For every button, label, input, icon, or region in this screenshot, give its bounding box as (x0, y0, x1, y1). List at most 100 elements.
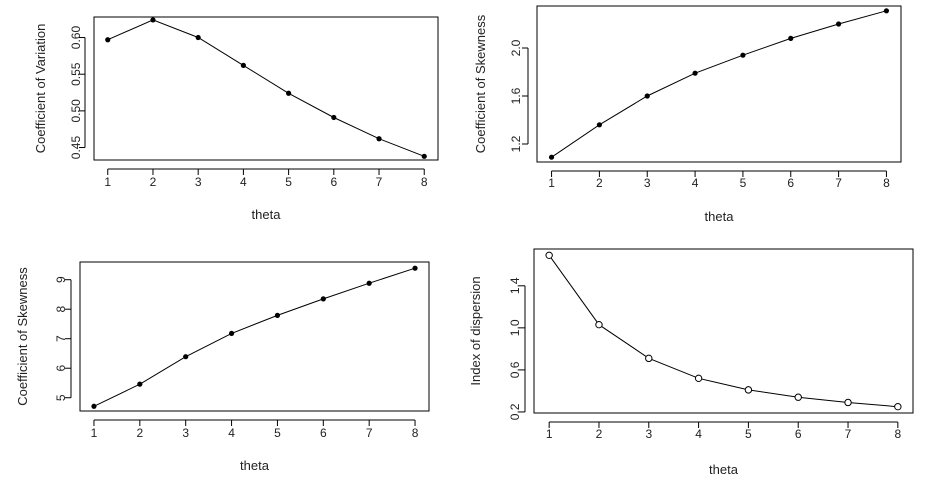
x-tick-label: 8 (883, 176, 890, 190)
y-tick-label: 5 (54, 394, 68, 401)
chart-panel-coefficient-of-skewness-top: 1 2 3 4 5 6 7 8 1.2 1.6 2.0 theta Coefficient of Ske… (473, 5, 902, 224)
y-tick-label: 9 (54, 276, 68, 283)
x-tick-label: 1 (91, 426, 98, 440)
x-tick-label: 8 (412, 426, 419, 440)
x-tick-label: 8 (421, 175, 428, 189)
y-tick-label: 0.6 (508, 361, 522, 378)
x-tick-label: 4 (695, 427, 702, 441)
data-point (331, 114, 337, 121)
x-tick-label: 7 (845, 427, 852, 441)
x-tick-label: 5 (274, 426, 281, 440)
data-point (274, 312, 281, 319)
x-tick-label: 3 (182, 426, 189, 440)
data-point (195, 34, 201, 41)
series-line (93, 267, 416, 407)
data-point (105, 37, 111, 43)
x-tick-label: 4 (240, 175, 247, 189)
y-tick-label: 1.6 (509, 87, 523, 104)
data-point (692, 70, 698, 76)
x-tick-label: 3 (644, 176, 651, 190)
chart-panel-index-of-dispersion: 1 2 3 4 5 6 7 8 0.2 0.6 1.0 1.4 theta Index of disper… (468, 248, 914, 477)
x-tick-label: 6 (795, 427, 802, 441)
x-tick-label: 3 (645, 427, 652, 441)
data-point (645, 354, 653, 363)
x-tick-label: 6 (787, 176, 794, 190)
data-point (183, 354, 189, 360)
series-line (107, 19, 425, 157)
data-point (286, 90, 292, 96)
y-tick-label: 1.0 (508, 319, 522, 336)
x-axis-title: theta (240, 458, 270, 473)
series-line (551, 10, 887, 158)
x-tick-label: 7 (376, 175, 383, 189)
data-point (376, 136, 382, 142)
data-point (228, 330, 235, 337)
x-axis-title: theta (252, 207, 282, 222)
data-point (844, 398, 852, 407)
data-point (421, 153, 427, 159)
x-tick-label: 7 (366, 426, 373, 440)
x-tick-label: 8 (894, 427, 901, 441)
data-point (548, 154, 555, 160)
y-tick-label: 8 (54, 306, 68, 313)
data-point (137, 381, 143, 387)
x-axis-title: theta (709, 462, 739, 477)
y-tick-label: 0.45 (69, 136, 83, 160)
data-point (694, 374, 703, 383)
y-axis-title: Index of dispersion (468, 276, 483, 385)
y-tick-label: 0.2 (508, 403, 522, 420)
plot-frame (79, 261, 430, 412)
data-point (320, 296, 326, 302)
plot-frame (93, 16, 439, 161)
data-point (150, 17, 156, 23)
data-point (596, 122, 603, 128)
series-line (548, 255, 898, 408)
plot-frame (533, 248, 914, 414)
x-tick-label: 2 (596, 176, 603, 190)
x-tick-label: 2 (150, 175, 157, 189)
x-tick-label: 7 (835, 176, 842, 190)
x-tick-label: 5 (285, 175, 292, 189)
x-tick-label: 1 (104, 175, 111, 189)
x-tick-label: 5 (745, 427, 752, 441)
y-tick-label: 1.2 (509, 135, 523, 152)
data-point (836, 21, 842, 27)
data-point (744, 386, 753, 394)
x-tick-label: 2 (136, 426, 143, 440)
data-point (412, 265, 418, 271)
data-point (545, 251, 553, 260)
y-tick-label: 0.50 (69, 99, 83, 123)
x-tick-label: 1 (548, 176, 555, 190)
data-point (595, 320, 603, 329)
y-tick-label: 6 (54, 365, 68, 372)
plot-frame (536, 5, 902, 163)
y-tick-label: 0.55 (69, 62, 83, 86)
chart-panel-coefficient-of-variation: 1 2 3 4 5 6 7 8 0.45 0.50 0.55 0.60 theta Coefficient… (33, 16, 439, 222)
x-tick-label: 2 (596, 427, 603, 441)
data-point (366, 280, 372, 286)
x-tick-label: 4 (692, 176, 699, 190)
y-tick-label: 2.0 (509, 39, 523, 56)
x-tick-label: 5 (740, 176, 747, 190)
y-tick-label: 7 (54, 335, 68, 342)
y-tick-label: 1.4 (508, 277, 522, 294)
x-tick-label: 6 (330, 175, 337, 189)
data-point (894, 402, 902, 411)
y-tick-label: 0.60 (69, 26, 83, 50)
y-axis-title: Coefficient of Skewness (473, 14, 488, 153)
x-tick-label: 4 (228, 426, 235, 440)
x-axis-title: theta (705, 209, 735, 224)
data-point (794, 393, 802, 401)
data-point (240, 62, 246, 68)
data-point (883, 8, 890, 14)
chart-panel-coefficient-of-skewness-bottom: 1 2 3 4 5 6 7 8 5 6 7 8 9 theta Coefficient of Skewnes… (15, 261, 430, 473)
x-tick-label: 6 (320, 426, 327, 440)
y-axis-title: Coefficient of Variation (33, 24, 48, 154)
data-point (740, 52, 746, 58)
data-point (788, 35, 794, 42)
data-point (91, 403, 97, 409)
y-axis-title: Coefficient of Skewness (15, 267, 30, 406)
x-tick-label: 3 (195, 175, 202, 189)
data-point (644, 93, 650, 99)
